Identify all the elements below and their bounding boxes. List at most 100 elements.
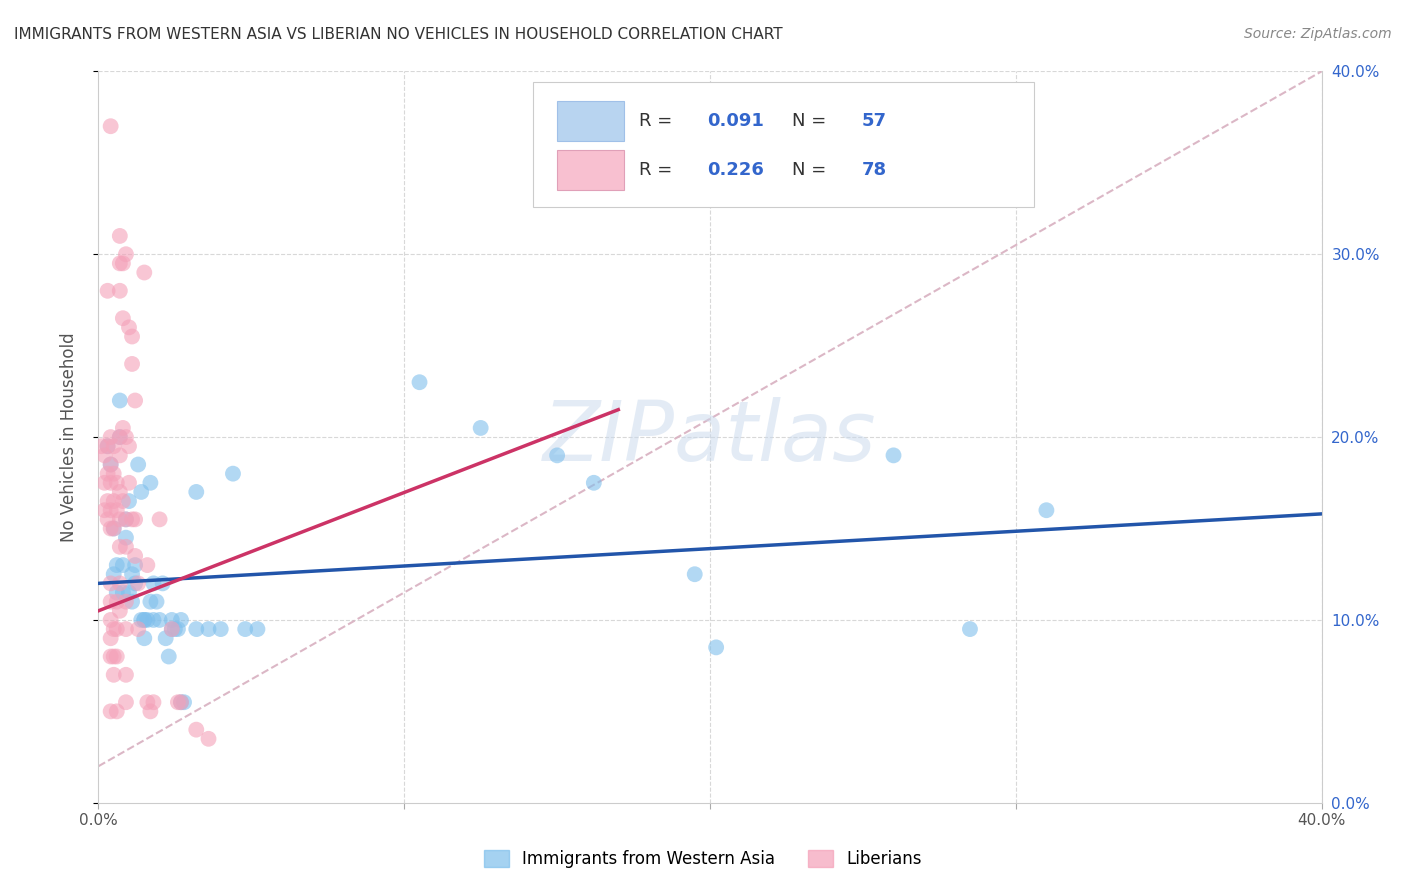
Point <box>149 512 172 526</box>
Point <box>100 632 122 646</box>
Text: R =: R = <box>640 161 678 179</box>
Point <box>105 503 128 517</box>
Point <box>124 512 146 526</box>
Point <box>186 723 208 737</box>
Point <box>883 449 905 463</box>
Point <box>142 613 165 627</box>
Point <box>97 512 120 526</box>
Point <box>100 430 122 444</box>
Point <box>108 228 131 243</box>
Point <box>100 119 122 133</box>
Point <box>115 531 138 545</box>
Point <box>582 475 605 490</box>
Point <box>115 695 138 709</box>
Point <box>100 576 122 591</box>
Point <box>121 594 143 608</box>
Point <box>246 622 269 636</box>
Point <box>155 632 177 646</box>
Point <box>157 649 180 664</box>
Point <box>103 622 125 636</box>
Text: ZIPatlas: ZIPatlas <box>543 397 877 477</box>
Point <box>134 266 156 280</box>
Point <box>127 622 149 636</box>
Point <box>121 329 143 343</box>
Legend: Immigrants from Western Asia, Liberians: Immigrants from Western Asia, Liberians <box>477 843 929 875</box>
Point <box>683 567 706 582</box>
Point <box>108 512 131 526</box>
Point <box>105 475 128 490</box>
Point <box>103 439 125 453</box>
Point <box>103 567 125 582</box>
Point <box>139 475 162 490</box>
Point <box>97 467 120 481</box>
Point <box>127 576 149 591</box>
Point <box>167 622 190 636</box>
Point <box>103 521 125 535</box>
Point <box>160 622 183 636</box>
Point <box>100 521 122 535</box>
Point <box>111 256 134 270</box>
Text: 78: 78 <box>862 161 887 179</box>
FancyBboxPatch shape <box>557 150 624 190</box>
Point <box>115 512 138 526</box>
Point <box>121 357 143 371</box>
Point <box>105 594 128 608</box>
Point <box>152 576 174 591</box>
Point <box>103 521 125 535</box>
Point <box>136 558 159 573</box>
Point <box>124 558 146 573</box>
Point <box>160 613 183 627</box>
Point <box>167 695 190 709</box>
Point <box>105 622 128 636</box>
Point <box>108 430 131 444</box>
Point <box>115 247 138 261</box>
Point <box>100 613 122 627</box>
Point <box>121 512 143 526</box>
Text: 0.091: 0.091 <box>707 112 765 130</box>
Point <box>197 731 219 746</box>
Point <box>233 622 256 636</box>
Text: N =: N = <box>792 112 832 130</box>
Point <box>127 458 149 472</box>
Point <box>197 622 219 636</box>
Point <box>136 613 159 627</box>
Point <box>170 695 193 709</box>
Point <box>186 622 208 636</box>
Text: Source: ZipAtlas.com: Source: ZipAtlas.com <box>1244 27 1392 41</box>
Point <box>97 439 120 453</box>
Point <box>111 421 134 435</box>
Point <box>1035 503 1057 517</box>
Point <box>118 320 141 334</box>
Point <box>103 667 125 681</box>
Point <box>139 705 162 719</box>
Point <box>408 376 430 390</box>
Point <box>108 449 131 463</box>
Point <box>173 695 195 709</box>
Point <box>115 594 138 608</box>
Point <box>100 705 122 719</box>
Point <box>134 613 156 627</box>
Point <box>209 622 232 636</box>
Point <box>124 576 146 591</box>
Point <box>93 475 115 490</box>
Point <box>115 667 138 681</box>
Point <box>115 430 138 444</box>
Point <box>142 695 165 709</box>
Point <box>111 311 134 326</box>
Point <box>139 594 162 608</box>
Point <box>129 485 152 500</box>
Point <box>134 632 156 646</box>
Point <box>222 467 245 481</box>
Point <box>129 613 152 627</box>
Point <box>105 585 128 599</box>
Point <box>108 576 131 591</box>
Point <box>111 558 134 573</box>
Point <box>149 613 172 627</box>
Point <box>118 494 141 508</box>
Point <box>93 503 115 517</box>
Text: 57: 57 <box>862 112 887 130</box>
FancyBboxPatch shape <box>557 101 624 141</box>
Point <box>103 467 125 481</box>
Point <box>97 439 120 453</box>
Point <box>90 439 112 453</box>
